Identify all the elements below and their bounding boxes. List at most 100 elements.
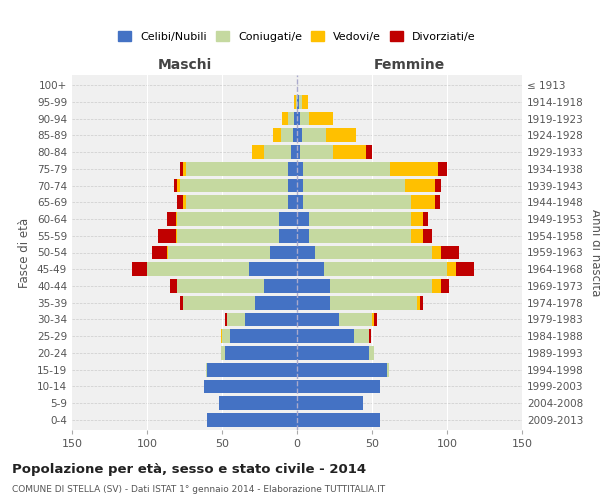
- Bar: [177, 279, 264, 293]
- Bar: [157, 229, 176, 242]
- Bar: [167, 212, 176, 226]
- Bar: [297, 279, 330, 293]
- Bar: [177, 196, 183, 209]
- Bar: [147, 262, 249, 276]
- Bar: [180, 178, 288, 192]
- Bar: [294, 95, 296, 108]
- Bar: [423, 212, 427, 226]
- Text: Maschi: Maschi: [157, 58, 212, 71]
- Bar: [249, 262, 297, 276]
- Bar: [225, 346, 297, 360]
- Bar: [294, 112, 297, 126]
- Bar: [227, 312, 245, 326]
- Bar: [297, 229, 309, 242]
- Bar: [330, 279, 432, 293]
- Bar: [324, 262, 447, 276]
- Bar: [229, 330, 297, 343]
- Bar: [432, 246, 441, 260]
- Bar: [456, 262, 474, 276]
- Bar: [252, 145, 264, 159]
- Bar: [180, 162, 183, 175]
- Text: Popolazione per età, sesso e stato civile - 2014: Popolazione per età, sesso e stato civil…: [12, 462, 366, 475]
- Bar: [204, 380, 297, 394]
- Bar: [183, 162, 186, 175]
- Bar: [315, 246, 432, 260]
- Bar: [151, 246, 167, 260]
- Bar: [186, 162, 288, 175]
- Bar: [180, 296, 183, 310]
- Y-axis label: Fasce di età: Fasce di età: [19, 218, 31, 288]
- Bar: [297, 212, 309, 226]
- Bar: [297, 296, 330, 310]
- Bar: [411, 229, 423, 242]
- Bar: [423, 229, 432, 242]
- Bar: [297, 396, 363, 410]
- Bar: [297, 346, 369, 360]
- Bar: [288, 162, 297, 175]
- Bar: [221, 330, 222, 343]
- Bar: [132, 262, 147, 276]
- Bar: [373, 312, 377, 326]
- Bar: [297, 145, 300, 159]
- Bar: [293, 128, 297, 142]
- Bar: [417, 296, 420, 310]
- Bar: [296, 95, 297, 108]
- Bar: [411, 196, 435, 209]
- Bar: [435, 178, 441, 192]
- Bar: [264, 145, 291, 159]
- Bar: [325, 128, 355, 142]
- Bar: [297, 162, 303, 175]
- Bar: [330, 296, 417, 310]
- Bar: [177, 229, 279, 242]
- Bar: [270, 246, 297, 260]
- Text: Femmine: Femmine: [374, 58, 445, 71]
- Bar: [299, 95, 302, 108]
- Bar: [297, 330, 354, 343]
- Bar: [279, 229, 297, 242]
- Bar: [291, 145, 297, 159]
- Bar: [303, 162, 390, 175]
- Bar: [302, 128, 325, 142]
- Y-axis label: Anni di nascita: Anni di nascita: [589, 209, 600, 296]
- Bar: [264, 279, 297, 293]
- Bar: [205, 363, 207, 376]
- Bar: [176, 229, 177, 242]
- Bar: [411, 212, 423, 226]
- Bar: [207, 413, 297, 427]
- Bar: [186, 196, 288, 209]
- Bar: [303, 196, 411, 209]
- Bar: [297, 363, 387, 376]
- Bar: [300, 145, 333, 159]
- Bar: [309, 212, 411, 226]
- Bar: [420, 296, 423, 310]
- Bar: [183, 296, 255, 310]
- Bar: [387, 363, 389, 376]
- Bar: [303, 178, 405, 192]
- Bar: [288, 112, 294, 126]
- Bar: [300, 112, 309, 126]
- Bar: [207, 363, 297, 376]
- Bar: [281, 128, 293, 142]
- Bar: [221, 346, 225, 360]
- Bar: [297, 178, 303, 192]
- Bar: [222, 330, 229, 343]
- Bar: [390, 162, 438, 175]
- Bar: [435, 196, 439, 209]
- Bar: [225, 312, 227, 326]
- Bar: [288, 178, 297, 192]
- Bar: [177, 212, 279, 226]
- Bar: [339, 312, 372, 326]
- Bar: [273, 128, 281, 142]
- Bar: [441, 246, 459, 260]
- Bar: [369, 346, 373, 360]
- Bar: [447, 262, 456, 276]
- Bar: [255, 296, 297, 310]
- Bar: [219, 396, 297, 410]
- Bar: [309, 229, 411, 242]
- Bar: [372, 312, 373, 326]
- Bar: [288, 196, 297, 209]
- Bar: [279, 212, 297, 226]
- Bar: [297, 246, 315, 260]
- Bar: [432, 279, 441, 293]
- Bar: [183, 196, 186, 209]
